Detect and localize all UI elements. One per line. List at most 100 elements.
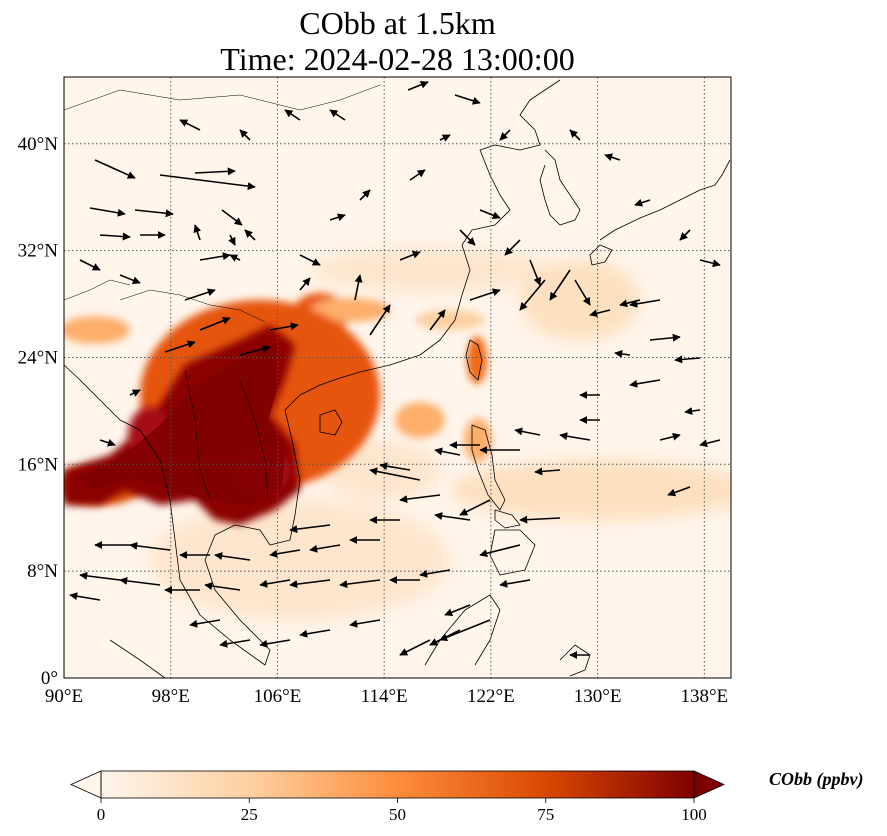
- wind-arrow: [199, 252, 231, 261]
- wind-arrow: [204, 582, 241, 591]
- wind-arrow: [228, 234, 236, 246]
- wind-arrow: [239, 344, 271, 356]
- colorbar-units-label: CObb (ppbv): [769, 769, 864, 789]
- wind-arrow: [699, 259, 721, 268]
- wind-arrow: [259, 579, 291, 588]
- wind-arrow: [134, 209, 174, 218]
- border-inland-5: [64, 84, 381, 111]
- coast-visayas: [494, 509, 521, 529]
- wind-arrow: [199, 316, 231, 331]
- wind-arrow: [459, 499, 491, 516]
- lat-tick-label: 24°N: [18, 347, 59, 368]
- wind-arrow: [284, 109, 301, 121]
- wind-arrow: [219, 639, 251, 648]
- wind-arrow: [244, 229, 256, 241]
- lon-tick-label: 90°E: [45, 686, 83, 707]
- wind-arrow: [667, 486, 691, 497]
- coast-luzon: [471, 424, 506, 511]
- map-title-line2: Time: 2024-02-28 13:00:00: [220, 41, 575, 77]
- border-inland-3: [239, 379, 269, 501]
- lon-tick-label: 98°E: [152, 686, 190, 707]
- wind-arrow: [674, 355, 701, 364]
- wind-arrow: [429, 629, 461, 646]
- wind-arrow: [479, 544, 521, 558]
- map-frame: [63, 76, 732, 679]
- wind-arrow: [289, 524, 331, 534]
- wind-arrow: [189, 619, 221, 628]
- wind-arrow: [699, 439, 721, 448]
- wind-arrow: [119, 576, 161, 586]
- wind-arrow: [359, 189, 371, 201]
- wind-arrow: [99, 232, 131, 241]
- wind-arrow: [129, 541, 171, 551]
- wind-arrow: [229, 254, 241, 262]
- wind-arrow: [434, 447, 461, 456]
- wind-arrow: [479, 209, 501, 220]
- wind-arrow: [514, 427, 541, 436]
- colorbar-tick-label: 75: [537, 805, 555, 824]
- wind-arrow: [429, 309, 446, 331]
- wind-arrow: [289, 579, 331, 589]
- wind-arrow: [239, 129, 251, 141]
- colorbar-extend-low: [70, 770, 102, 799]
- border-inland-1: [119, 289, 266, 323]
- colorbar-ticks: [100, 798, 695, 803]
- lon-tick-label: 130°E: [574, 686, 622, 707]
- lat-tick-label: 16°N: [18, 454, 59, 475]
- lat-tick-label: 8°N: [27, 561, 58, 582]
- wind-arrow: [649, 333, 681, 342]
- wind-arrow: [379, 462, 411, 471]
- wind-arrow: [604, 153, 621, 162]
- wind-arrow: [504, 239, 521, 256]
- wind-arrow: [659, 432, 681, 441]
- wind-arrow: [329, 213, 346, 222]
- colorbar-extend-high: [693, 770, 725, 799]
- wind-arrow: [164, 340, 196, 353]
- wind-arrow: [534, 467, 561, 476]
- coast-mindanao: [489, 529, 536, 576]
- wind-arrow: [179, 119, 201, 131]
- wind-arrow: [69, 592, 101, 601]
- wind-arrow: [499, 129, 511, 141]
- wind-arrow: [549, 269, 571, 301]
- wind-arrow: [574, 279, 591, 306]
- lat-tick-label: 32°N: [18, 241, 59, 262]
- wind-arrow: [434, 512, 471, 521]
- wind-arrow: [634, 198, 651, 207]
- lat-tick-label: 0°: [41, 668, 58, 689]
- coast-taiwan: [465, 339, 483, 381]
- map-title-line1: CObb at 1.5km: [299, 5, 496, 41]
- wind-arrow: [329, 109, 346, 121]
- wind-arrow: [79, 571, 121, 581]
- longitude-axis: 90°E 98°E 106°E 114°E 122°E 130°E 138°E: [45, 686, 728, 707]
- wind-arrow: [519, 515, 561, 524]
- wind-arrow: [369, 304, 391, 336]
- wind-arrow: [299, 629, 331, 638]
- coast-hainan: [319, 409, 343, 436]
- wind-arrow: [99, 438, 116, 447]
- wind-arrow: [214, 552, 251, 561]
- colorbar-tick-label: 100: [681, 805, 707, 824]
- lon-tick-label: 114°E: [361, 686, 408, 707]
- wind-arrow: [119, 274, 141, 285]
- coast-kyushu: [589, 244, 613, 266]
- colorbar-gradient: [101, 771, 694, 798]
- wind-arrow: [419, 569, 451, 578]
- wind-arrow: [409, 169, 426, 181]
- wind-arrow: [629, 379, 661, 388]
- wind-arrow: [469, 288, 501, 301]
- wind-arrow: [589, 309, 611, 318]
- wind-arrow: [569, 129, 581, 141]
- lon-tick-label: 122°E: [467, 686, 515, 707]
- lon-tick-label: 138°E: [680, 686, 728, 707]
- coast-sumatra-malaya: [109, 639, 166, 678]
- wind-arrow: [519, 279, 546, 311]
- coast-korea: [539, 149, 581, 226]
- gridlines: [64, 77, 731, 678]
- wind-arrow: [184, 288, 216, 301]
- wind-arrow: [499, 579, 531, 588]
- wind-arrow: [459, 229, 476, 246]
- wind-arrow: [439, 134, 451, 142]
- wind-arrow: [444, 604, 471, 617]
